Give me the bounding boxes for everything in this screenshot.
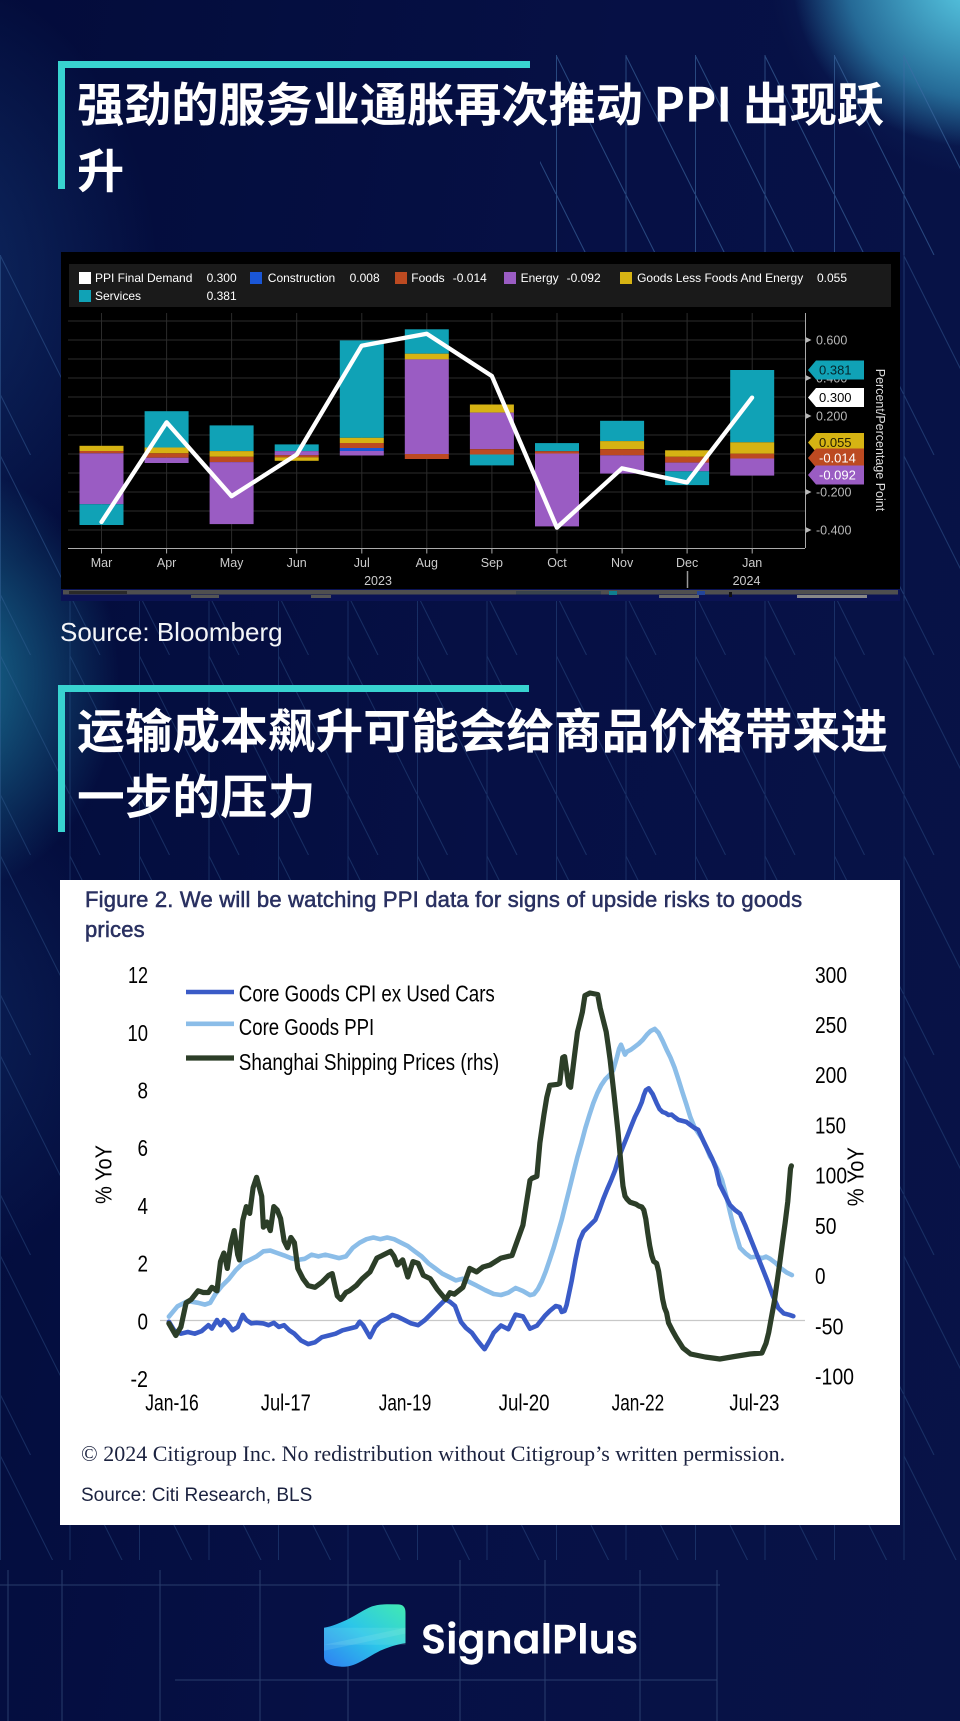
svg-text:10: 10 (128, 1020, 149, 1046)
svg-text:Nov: Nov (611, 556, 634, 570)
svg-text:% YoY: % YoY (843, 1147, 869, 1206)
svg-text:Jul: Jul (354, 556, 370, 570)
svg-text:150: 150 (815, 1112, 846, 1138)
svg-text:200: 200 (815, 1062, 847, 1088)
svg-text:-50: -50 (815, 1313, 844, 1339)
svg-text:-0.014: -0.014 (819, 451, 856, 466)
svg-text:0.055: 0.055 (819, 435, 852, 450)
svg-text:0.300: 0.300 (819, 390, 852, 405)
svg-text:Jul-20: Jul-20 (499, 1390, 550, 1416)
svg-text:-0.092: -0.092 (819, 468, 856, 483)
svg-text:Jan-19: Jan-19 (379, 1390, 432, 1416)
svg-text:100: 100 (815, 1163, 847, 1189)
svg-text:2024: 2024 (733, 574, 761, 588)
svg-text:2023: 2023 (364, 574, 392, 588)
svg-text:-2: -2 (131, 1366, 149, 1392)
svg-text:Apr: Apr (157, 556, 176, 570)
svg-text:12: 12 (128, 962, 148, 988)
svg-text:Jan-16: Jan-16 (145, 1390, 199, 1416)
svg-text:Jul-17: Jul-17 (261, 1390, 311, 1416)
svg-text:2: 2 (138, 1251, 149, 1277)
svg-text:0: 0 (138, 1308, 149, 1334)
svg-text:Core Goods PPI: Core Goods PPI (239, 1014, 374, 1040)
svg-text:Shanghai Shipping Prices (rhs): Shanghai Shipping Prices (rhs) (239, 1049, 499, 1075)
svg-text:Mar: Mar (91, 556, 113, 570)
svg-text:Sep: Sep (481, 556, 503, 570)
svg-text:250: 250 (815, 1012, 847, 1038)
svg-text:4: 4 (138, 1193, 149, 1219)
svg-text:-100: -100 (815, 1364, 854, 1390)
svg-text:-0.200: -0.200 (816, 486, 851, 500)
svg-text:Oct: Oct (547, 556, 567, 570)
svg-text:8: 8 (138, 1078, 149, 1104)
svg-text:Jul-23: Jul-23 (729, 1390, 779, 1416)
svg-text:Dec: Dec (676, 556, 698, 570)
svg-text:Core Goods CPI ex Used Cars: Core Goods CPI ex Used Cars (239, 981, 495, 1007)
svg-text:Jan-22: Jan-22 (612, 1390, 665, 1416)
svg-text:Jan: Jan (742, 556, 762, 570)
svg-text:0.200: 0.200 (816, 410, 847, 424)
svg-text:0: 0 (815, 1263, 826, 1289)
svg-text:Percent/Percentage Point: Percent/Percentage Point (873, 369, 887, 512)
svg-text:May: May (220, 556, 244, 570)
svg-text:0.600: 0.600 (816, 334, 847, 348)
svg-text:300: 300 (815, 962, 847, 988)
svg-text:0.381: 0.381 (819, 363, 852, 378)
svg-text:50: 50 (815, 1213, 837, 1239)
svg-text:% YoY: % YoY (91, 1145, 117, 1204)
svg-text:Jun: Jun (287, 556, 307, 570)
svg-text:-0.400: -0.400 (816, 524, 851, 538)
svg-text:6: 6 (138, 1135, 149, 1161)
svg-text:Aug: Aug (416, 556, 438, 570)
